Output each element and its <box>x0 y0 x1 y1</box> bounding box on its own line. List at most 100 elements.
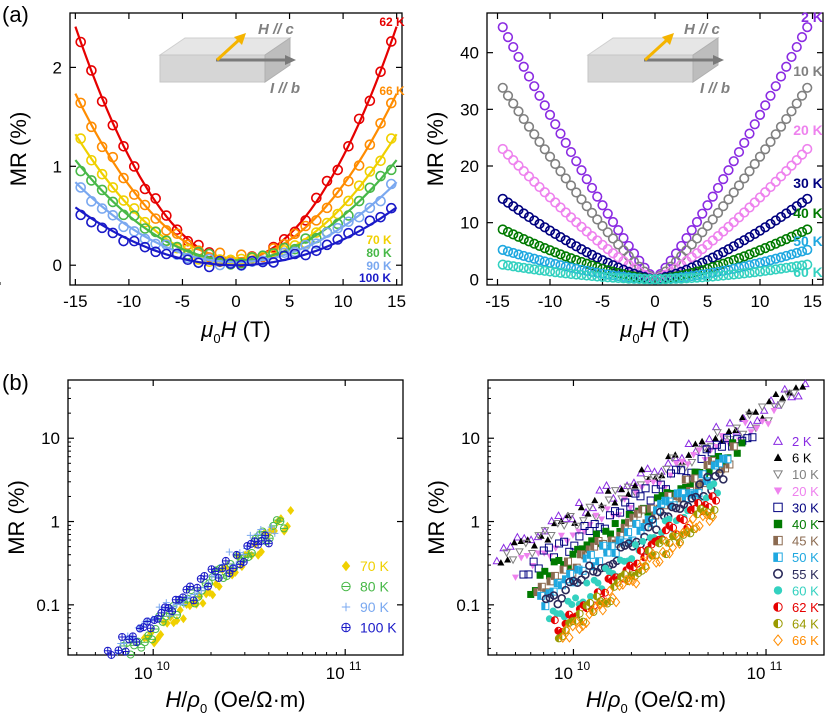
data-point <box>733 180 745 191</box>
data-point <box>718 246 729 258</box>
data-point <box>157 630 165 640</box>
data-point <box>770 176 781 187</box>
data-point <box>571 187 582 198</box>
data-point <box>775 236 787 247</box>
legend-marker-icon <box>772 435 784 445</box>
data-point <box>508 261 519 272</box>
data-point <box>107 119 119 131</box>
data-point <box>707 271 718 282</box>
data-point <box>644 479 652 487</box>
field-arrowhead-icon <box>662 33 674 45</box>
x-tick-label: 0 <box>650 292 659 311</box>
data-point <box>121 647 130 656</box>
data-point <box>583 541 591 549</box>
data-point <box>650 467 659 476</box>
data-point <box>733 262 745 273</box>
data-point <box>311 192 322 204</box>
data-point <box>592 530 600 538</box>
legend-item-55-k: 55 K <box>772 567 819 582</box>
data-point <box>796 260 808 271</box>
data-point <box>560 268 571 279</box>
data-point <box>786 249 797 260</box>
x-tick-exponent: 10 <box>157 659 171 673</box>
data-point <box>796 246 808 257</box>
y-tick-label: 1 <box>51 513 60 532</box>
data-point <box>789 389 799 398</box>
data-point <box>728 241 739 252</box>
data-point <box>785 389 793 396</box>
data-point <box>595 598 604 610</box>
data-point <box>560 207 571 218</box>
data-point <box>578 545 586 553</box>
data-point <box>712 260 724 271</box>
inset-geometry-left: H // c I // b <box>158 21 300 97</box>
data-point <box>278 242 290 254</box>
data-point <box>744 260 755 271</box>
data-point <box>711 422 721 431</box>
data-point <box>558 632 567 644</box>
data-point <box>676 273 687 284</box>
data-point <box>592 271 603 282</box>
data-point <box>597 220 608 232</box>
data-point <box>576 269 587 281</box>
data-point <box>764 417 773 426</box>
data-point <box>616 508 625 517</box>
data-point <box>497 82 508 93</box>
data-point <box>739 137 750 148</box>
data-point <box>691 233 703 244</box>
data-point <box>168 607 177 616</box>
data-point <box>96 168 108 180</box>
chart-b-left: 10 10 10 11 0.1 1 10 MR (%) H/ρ0 (Oe/Ω·m) 70 K 80 … <box>4 379 404 716</box>
data-point <box>497 143 508 155</box>
data-point <box>546 572 554 580</box>
data-point <box>651 485 660 494</box>
data-point <box>508 229 519 240</box>
data-point <box>655 274 666 285</box>
data-point <box>236 259 247 271</box>
x-tick-label: 10 <box>326 664 345 683</box>
data-point <box>607 216 619 228</box>
data-point <box>550 558 558 566</box>
data-point <box>518 250 529 262</box>
data-point <box>497 559 505 566</box>
data-point <box>691 468 699 476</box>
data-point <box>618 245 629 256</box>
data-point <box>749 119 760 130</box>
data-point <box>583 579 591 587</box>
data-point <box>728 187 739 198</box>
data-point <box>624 490 632 497</box>
data-point <box>703 472 712 482</box>
legend: 70 K 80 K 90 K 100 K <box>341 558 397 636</box>
data-point <box>639 274 650 285</box>
data-point <box>799 383 807 390</box>
series-6-k <box>497 383 807 566</box>
x-tick-label: 5 <box>285 292 294 311</box>
data-point <box>502 260 514 271</box>
data-point <box>621 519 629 527</box>
data-point <box>752 416 762 424</box>
data-point <box>550 267 561 278</box>
data-point <box>529 253 540 264</box>
data-point <box>541 602 550 611</box>
data-point <box>744 166 755 177</box>
data-point <box>686 480 694 488</box>
data-point <box>75 36 87 48</box>
legend-marker-icon <box>773 552 783 562</box>
data-point <box>781 165 792 177</box>
data-point <box>754 266 766 277</box>
data-point <box>663 458 673 467</box>
legend-item-70-k: 70 K <box>341 558 389 574</box>
data-point <box>147 635 156 644</box>
data-point <box>684 461 692 468</box>
data-point <box>781 61 792 72</box>
data-point <box>564 564 572 572</box>
data-point <box>523 263 535 274</box>
y-tick-label: 30 <box>460 100 479 119</box>
data-point <box>565 180 577 191</box>
data-point <box>86 121 97 133</box>
data-point <box>775 171 787 182</box>
data-point <box>118 140 129 152</box>
data-point <box>681 463 690 472</box>
data-point <box>232 550 241 559</box>
